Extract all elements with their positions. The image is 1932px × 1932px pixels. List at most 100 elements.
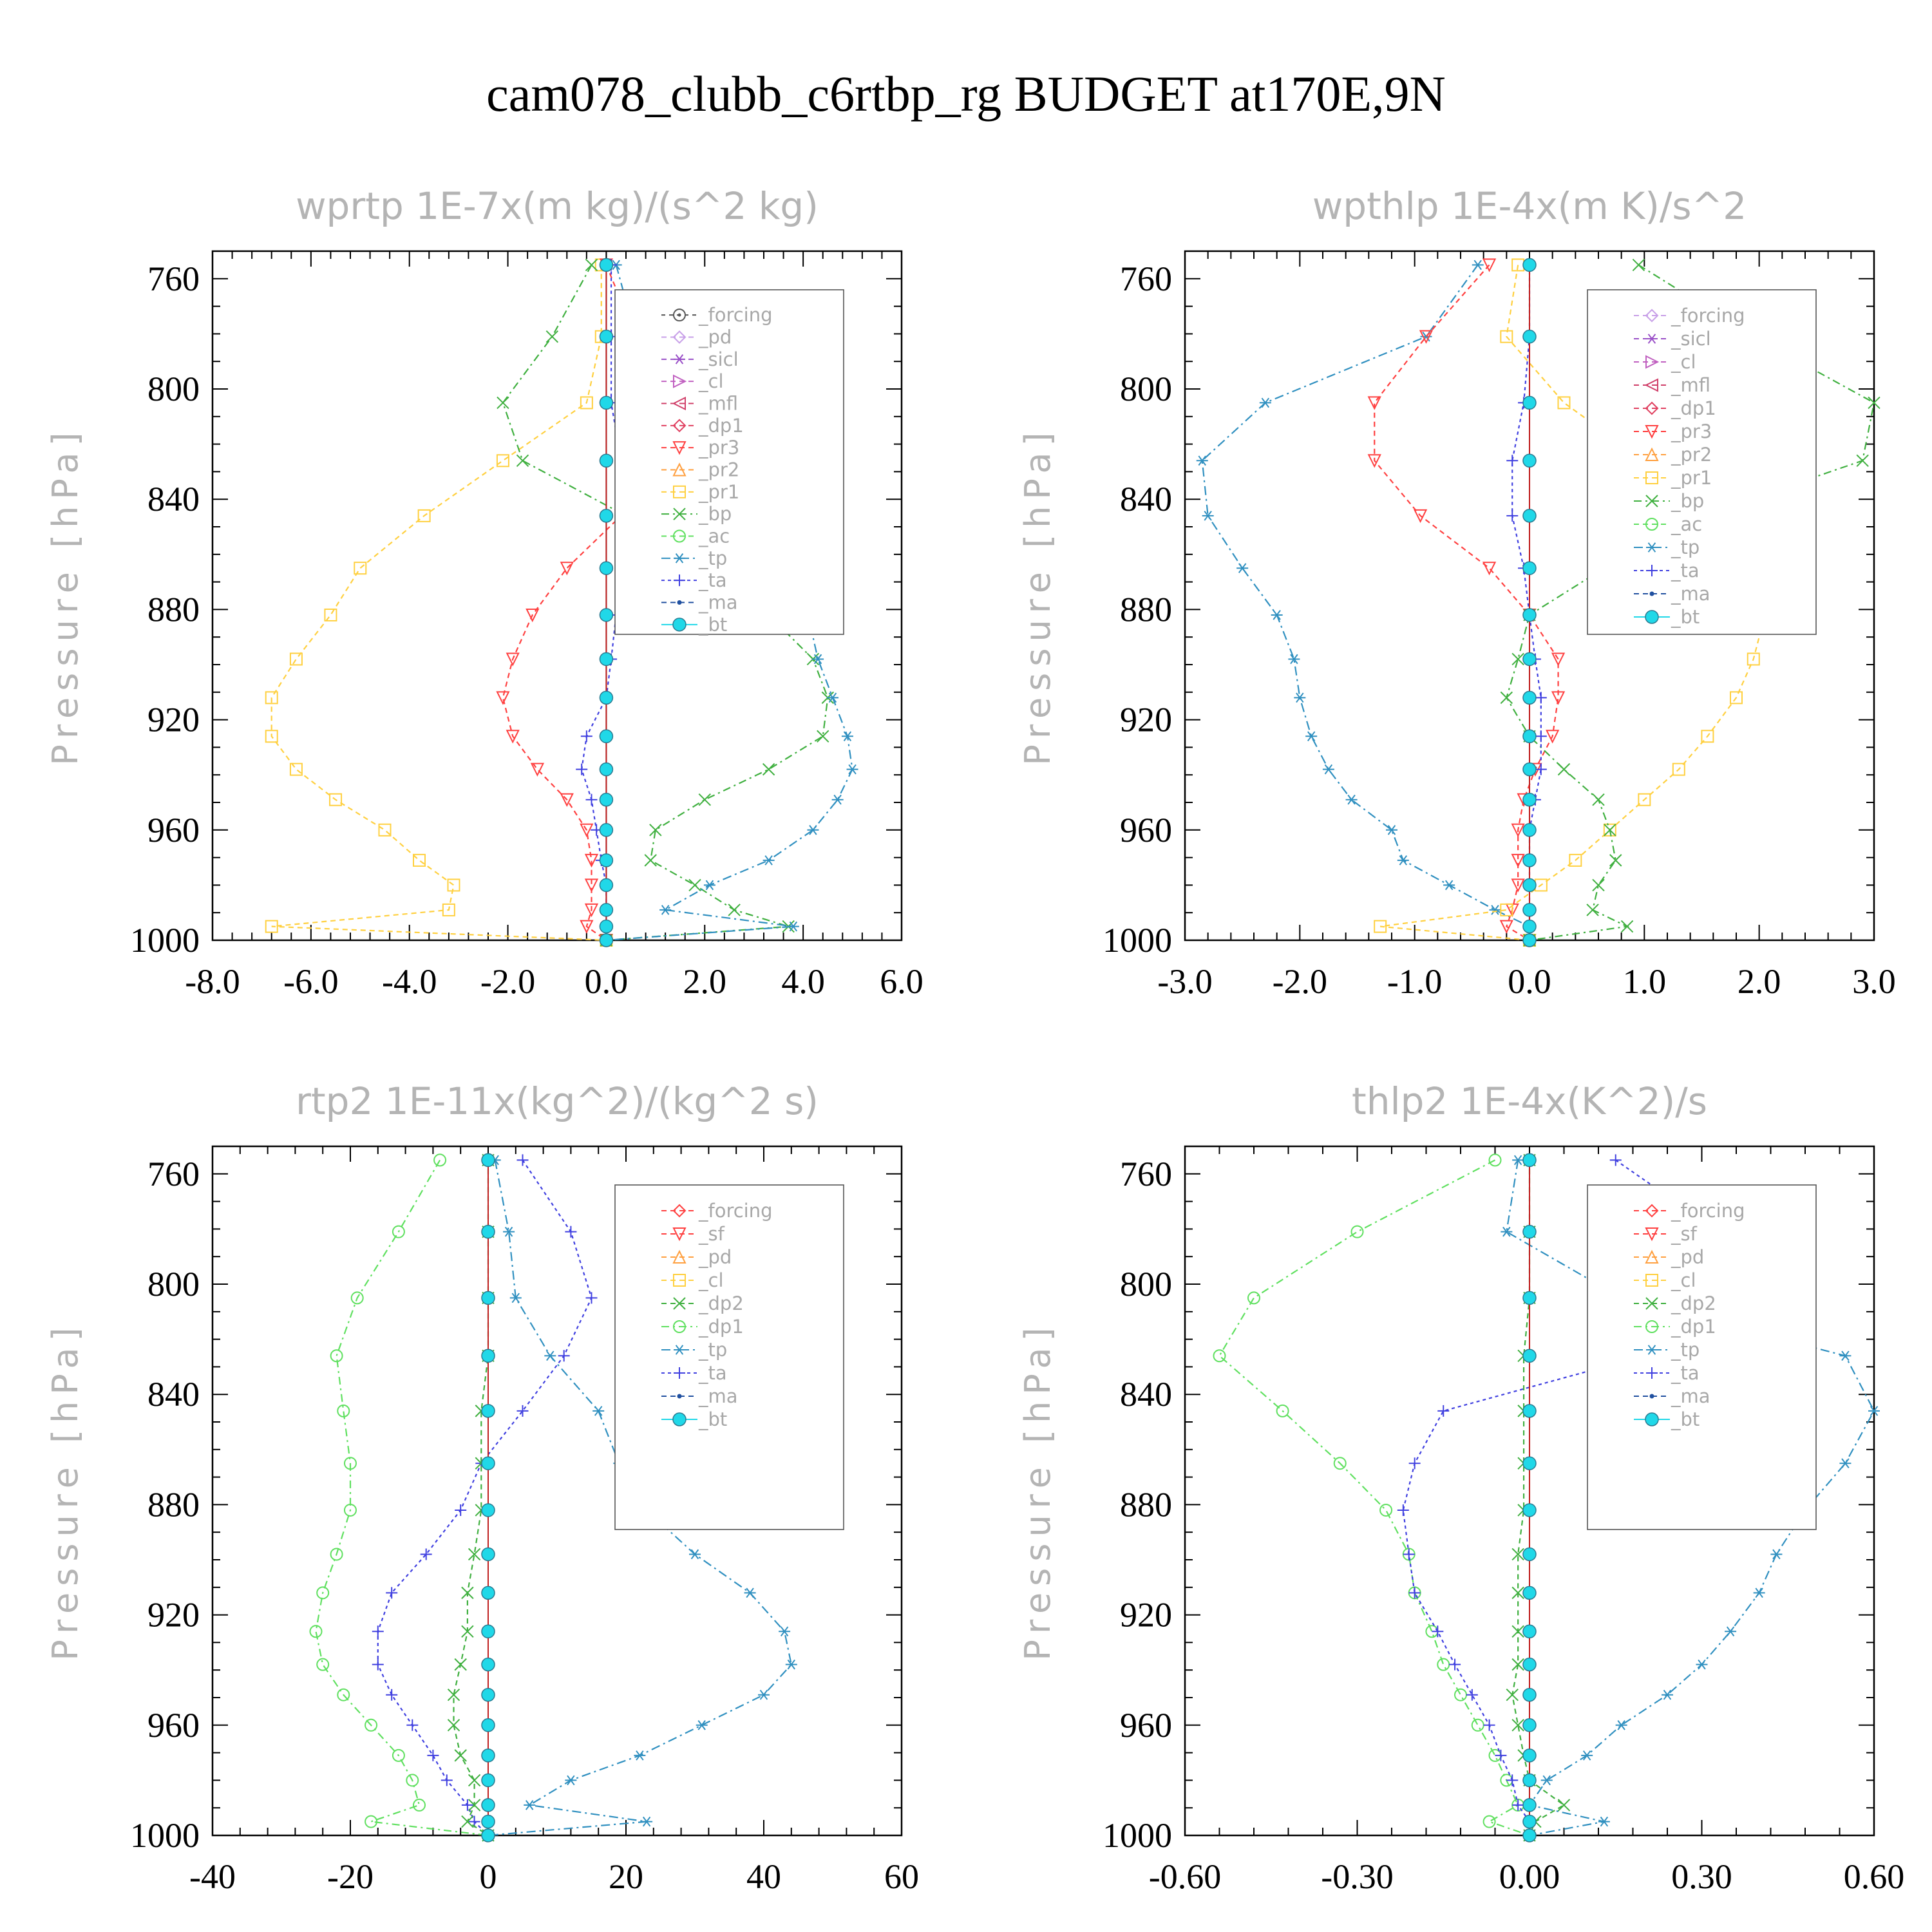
data-point xyxy=(592,1406,605,1416)
legend-swatch-marker xyxy=(1645,1227,1659,1242)
data-point xyxy=(1535,763,1547,775)
data-point xyxy=(1522,1748,1537,1763)
data-point xyxy=(337,1404,350,1417)
data-point xyxy=(1408,1457,1421,1470)
data-point xyxy=(1202,511,1214,521)
data-point xyxy=(1868,1406,1880,1416)
panel-3: rtp2 1E-11x(kg^2)/(kg^2 s) Pressure [hPa]… xyxy=(45,1079,919,1896)
data-point xyxy=(599,762,614,777)
legend-entry: _pr3 xyxy=(1671,421,1712,442)
y-tick-label: 760 xyxy=(1120,260,1172,298)
data-point xyxy=(1522,329,1537,344)
plot-frame xyxy=(211,1145,903,1837)
y-tick-label: 1000 xyxy=(130,921,200,960)
data-point xyxy=(585,793,598,806)
legend-entry: _forcing xyxy=(698,304,773,326)
legend: _forcing_pd_sicl_cl_mfl_dp1_pr3_pr2_pr1_… xyxy=(614,289,844,636)
data-point xyxy=(1522,1624,1537,1639)
data-point xyxy=(1511,853,1525,868)
data-point xyxy=(565,1775,577,1786)
y-tick-label: 960 xyxy=(147,811,200,849)
legend-entry: _ac xyxy=(1671,513,1702,535)
data-point xyxy=(1472,260,1484,270)
legend-swatch-marker xyxy=(673,485,686,498)
data-point xyxy=(265,920,278,933)
data-point xyxy=(1437,1658,1450,1671)
x-tick-label: -1.0 xyxy=(1387,962,1442,1001)
legend-swatch-marker xyxy=(1646,542,1658,553)
data-point xyxy=(1592,793,1605,806)
data-point xyxy=(634,1750,646,1761)
data-point xyxy=(316,1658,330,1671)
legend-swatch-marker xyxy=(1645,401,1659,415)
data-point xyxy=(1271,610,1283,620)
data-point xyxy=(468,1799,481,1812)
data-point xyxy=(1454,1688,1467,1701)
legend-entry: _cl xyxy=(698,370,724,392)
data-point xyxy=(1419,330,1434,344)
data-point xyxy=(1350,1225,1364,1238)
legend-entry: _dp1 xyxy=(1671,397,1716,419)
data-point xyxy=(1522,1828,1537,1842)
legend-swatch-marker xyxy=(673,1320,686,1333)
legend-box xyxy=(1587,289,1817,635)
data-point xyxy=(1598,1816,1610,1827)
data-point xyxy=(688,878,701,892)
x-tick-label: 60 xyxy=(884,1857,919,1896)
data-point xyxy=(599,608,614,622)
data-point xyxy=(1753,1587,1765,1598)
data-point xyxy=(1569,853,1582,867)
plot-frame xyxy=(211,250,903,942)
data-point xyxy=(1367,396,1381,410)
data-point xyxy=(1397,1504,1409,1516)
series-line xyxy=(488,1160,792,1837)
data-point xyxy=(1868,396,1880,410)
legend-entry: _ta xyxy=(698,569,727,591)
y-tick-label: 920 xyxy=(1120,1596,1172,1634)
data-point xyxy=(481,1798,495,1812)
data-point xyxy=(1522,878,1537,893)
legend-swatch-marker xyxy=(1645,1297,1658,1310)
data-point xyxy=(1367,454,1381,468)
data-point xyxy=(1305,731,1318,742)
data-point xyxy=(344,1457,357,1470)
data-point xyxy=(1522,1224,1537,1239)
data-point xyxy=(1483,1719,1495,1731)
data-point xyxy=(265,730,278,743)
data-point xyxy=(461,1625,474,1638)
series-ta xyxy=(372,1154,598,1841)
data-point xyxy=(1500,330,1513,343)
data-point xyxy=(1511,1625,1524,1638)
data-point xyxy=(1236,563,1249,573)
y-tick-label: 800 xyxy=(1120,1265,1172,1303)
data-point xyxy=(506,730,520,744)
legend-box xyxy=(614,289,844,635)
y-tick-label: 880 xyxy=(1120,1485,1172,1524)
data-point xyxy=(599,919,614,934)
y-tick-label: 880 xyxy=(1120,590,1172,629)
data-point xyxy=(454,1749,467,1762)
x-tick-label: 0.60 xyxy=(1844,1857,1905,1896)
x-tick-label: 1.0 xyxy=(1623,962,1667,1001)
legend-swatch-marker xyxy=(672,419,687,433)
data-point xyxy=(1522,1687,1537,1702)
data-point xyxy=(1374,920,1387,933)
data-point xyxy=(330,1548,343,1561)
series-line xyxy=(606,265,853,942)
series-bt xyxy=(481,1153,495,1842)
data-point xyxy=(481,1657,495,1672)
data-point xyxy=(599,561,614,575)
legend-swatch-marker xyxy=(1644,378,1658,392)
legend-swatch-marker xyxy=(1645,1249,1659,1264)
legend-swatch-marker xyxy=(1645,471,1658,484)
data-point xyxy=(481,1547,495,1562)
legend-entry: _pd xyxy=(698,327,732,348)
data-point xyxy=(330,1349,343,1363)
data-point xyxy=(1557,396,1571,410)
data-point xyxy=(372,1658,384,1671)
data-point xyxy=(807,825,819,835)
data-point xyxy=(689,1549,701,1560)
legend-swatch-marker xyxy=(1649,1394,1654,1399)
data-point xyxy=(1482,562,1497,576)
legend-swatch-marker xyxy=(1645,355,1660,369)
